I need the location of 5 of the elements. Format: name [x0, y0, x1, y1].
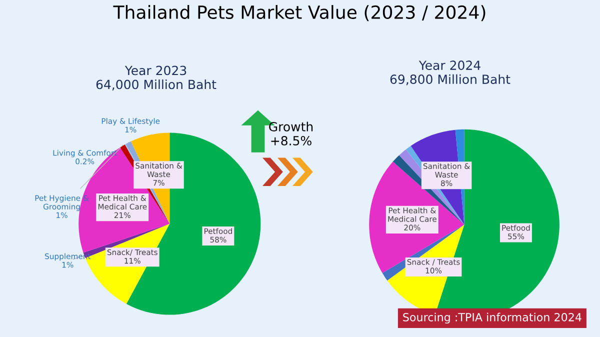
chart-subtitle: Year 2023 64,000 Million Baht [96, 66, 216, 90]
text: Sourcing :TPIA information 2024 [403, 312, 582, 324]
text: Thailand Pets Market Value (2023 / 2024) [113, 5, 486, 22]
text: Growth +8.5% [269, 122, 313, 146]
chart-subtitle: Year 2024 69,800 Million Baht [390, 60, 510, 86]
